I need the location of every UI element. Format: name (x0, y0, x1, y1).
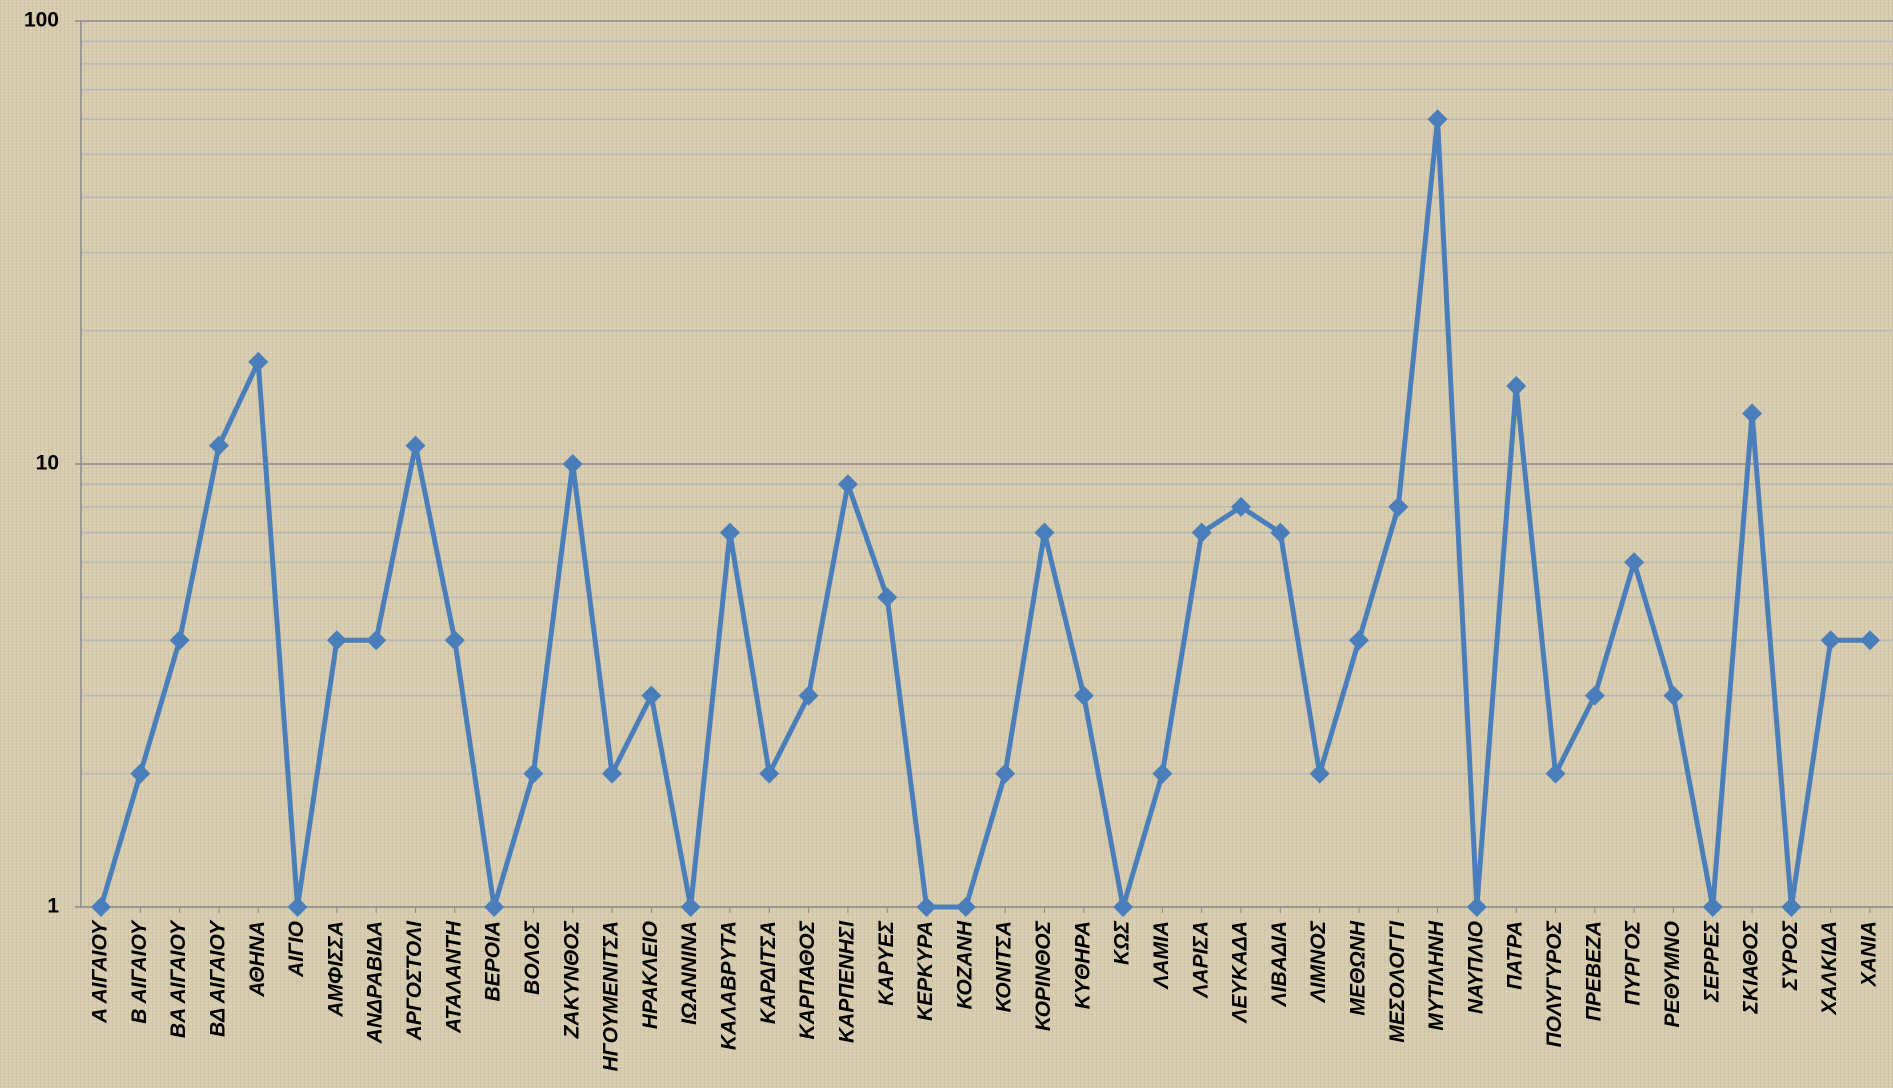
marker (1191, 522, 1212, 543)
x-tick-label: ΑΤΑΛΑΝΤΗ (442, 920, 465, 1034)
x-tick-label: Α ΑΙΓΑΙΟΥ (89, 919, 112, 1024)
x-tick-label: ΗΡΑΚΛΕΙΟ (639, 921, 662, 1029)
marker (1584, 685, 1605, 706)
marker (130, 763, 151, 784)
marker (169, 630, 190, 651)
marker (523, 763, 544, 784)
marker (680, 897, 701, 917)
x-tick-label: ΛΑΜΙΑ (1150, 921, 1173, 990)
marker (1427, 109, 1448, 130)
x-tick-label: ΑΜΦΙΣΣΑ (324, 921, 347, 1018)
marker (208, 435, 229, 456)
x-tick-label: ΣΕΡΡΕΣ (1700, 920, 1723, 1002)
marker (1820, 630, 1841, 651)
x-tick-label: ΚΟΡΙΝΘΟΣ (1032, 920, 1055, 1031)
x-tick-label: ΙΩΑΝΝΙΝΑ (678, 921, 701, 1025)
marker (955, 897, 976, 917)
x-tick-label: ΜΕΣΟΛΟΓΓΙ (1386, 920, 1409, 1043)
x-tick-label: ΠΟΛΥΓΥΡΟΣ (1543, 920, 1566, 1047)
x-tick-label: ΛΙΜΝΟΣ (1307, 920, 1330, 1003)
marker (1781, 897, 1802, 917)
marker (287, 897, 308, 917)
marker (444, 630, 465, 651)
x-tick-label: ΣΥΡΟΣ (1779, 920, 1802, 991)
y-tick-label: 10 (36, 452, 59, 475)
x-tick-label: ΧΑΝΙΑ (1858, 921, 1881, 987)
x-tick-label: Β ΑΙΓΑΙΟΥ (128, 919, 151, 1024)
x-tick-label: ΒΔ ΑΙΓΑΙΟΥ (206, 919, 229, 1037)
marker (1152, 763, 1173, 784)
marker (602, 763, 623, 784)
marker (248, 351, 269, 372)
marker (91, 897, 111, 917)
x-tick-label: ΛΙΒΑΔΙΑ (1268, 921, 1291, 1007)
marker (1663, 685, 1684, 706)
marker (1113, 897, 1134, 917)
marker (641, 685, 662, 706)
x-tick-label: ΚΟΝΙΤΣΑ (993, 921, 1016, 1012)
marker (484, 897, 505, 917)
x-tick-label: ΡΕΘΥΜΝΟ (1661, 921, 1684, 1028)
x-tick-label: ΑΝΔΡΑΒΙΔΑ (364, 921, 387, 1044)
marker (1309, 763, 1330, 784)
x-tick-label: ΚΕΡΚΥΡΑ (914, 921, 937, 1021)
x-tick-label: ΚΑΡΔΙΤΣΑ (757, 921, 780, 1024)
marker (759, 763, 780, 784)
marker (1348, 630, 1369, 651)
x-tick-label: ΚΑΡΥΕΣ (875, 920, 898, 1005)
x-tick-label: ΚΑΛΑΒΡΥΤΑ (718, 921, 741, 1050)
marker (916, 897, 937, 917)
marker (1545, 763, 1566, 784)
marker (837, 474, 858, 495)
x-tick-label: ΠΥΡΓΟΣ (1622, 920, 1645, 1005)
x-tick-label: ΚΩΣ (1111, 920, 1134, 965)
x-tick-label: ΝΑΥΠΛΙΟ (1464, 921, 1487, 1014)
x-tick-label: ΒΕΡΟΙΑ (482, 921, 505, 1002)
x-tick-label: ΣΚΙΑΘΟΣ (1740, 920, 1763, 1014)
marker (1702, 897, 1723, 917)
x-tick-label: ΛΕΥΚΑΔΑ (1229, 921, 1252, 1024)
marker (405, 435, 426, 456)
marker (1860, 630, 1880, 651)
marker (562, 454, 583, 474)
y-tick-label: 100 (24, 9, 59, 32)
x-tick-label: ΚΥΘΗΡΑ (1071, 921, 1094, 1009)
marker (719, 522, 740, 543)
x-tick-label: ΖΑΚΥΝΘΟΣ (560, 920, 583, 1039)
x-tick-label: ΚΟΖΑΝΗ (953, 920, 976, 1009)
marker (1270, 522, 1291, 543)
x-tick-label: ΑΘΗΝΑ (246, 921, 269, 998)
x-tick-label: ΚΑΡΠΕΝΗΣΙ (835, 920, 858, 1043)
marker (1624, 552, 1645, 573)
x-tick-label: ΠΡΕΒΕΖΑ (1582, 921, 1605, 1021)
x-tick-label: ΜΥΤΙΛΗΝΗ (1425, 920, 1448, 1031)
marker (877, 587, 898, 608)
marker (1506, 375, 1527, 396)
marker (1388, 496, 1409, 517)
marker (1034, 522, 1055, 543)
x-tick-label: ΜΕΘΩΝΗ (1347, 920, 1370, 1015)
marker (326, 630, 347, 651)
x-tick-label: ΑΙΓΙΟ (285, 921, 308, 978)
marker (798, 685, 819, 706)
marker (366, 630, 387, 651)
x-tick-label: ΑΡΓΟΣΤΟΛΙ (403, 920, 426, 1042)
line (98, 116, 1870, 910)
x-tick-label: ΛΑΡΙΣΑ (1189, 921, 1212, 999)
x-tick-label: ΚΑΡΠΑΘΟΣ (796, 920, 819, 1039)
x-tick-label: ΒΟΛΟΣ (521, 920, 544, 994)
marker (1742, 403, 1763, 424)
marker (1231, 496, 1252, 517)
x-tick-label: ΗΓΟΥΜΕΝΙΤΣΑ (600, 921, 623, 1071)
marker (1073, 685, 1094, 706)
x-tick-label: ΠΑΤΡΑ (1504, 921, 1527, 990)
y-tick-label: 1 (47, 895, 59, 918)
marker (995, 763, 1016, 784)
marker (1466, 897, 1487, 917)
x-tick-label: ΧΑΛΚΙΔΑ (1818, 921, 1841, 1015)
x-tick-label: ΒΑ ΑΙΓΑΙΟΥ (167, 919, 190, 1038)
